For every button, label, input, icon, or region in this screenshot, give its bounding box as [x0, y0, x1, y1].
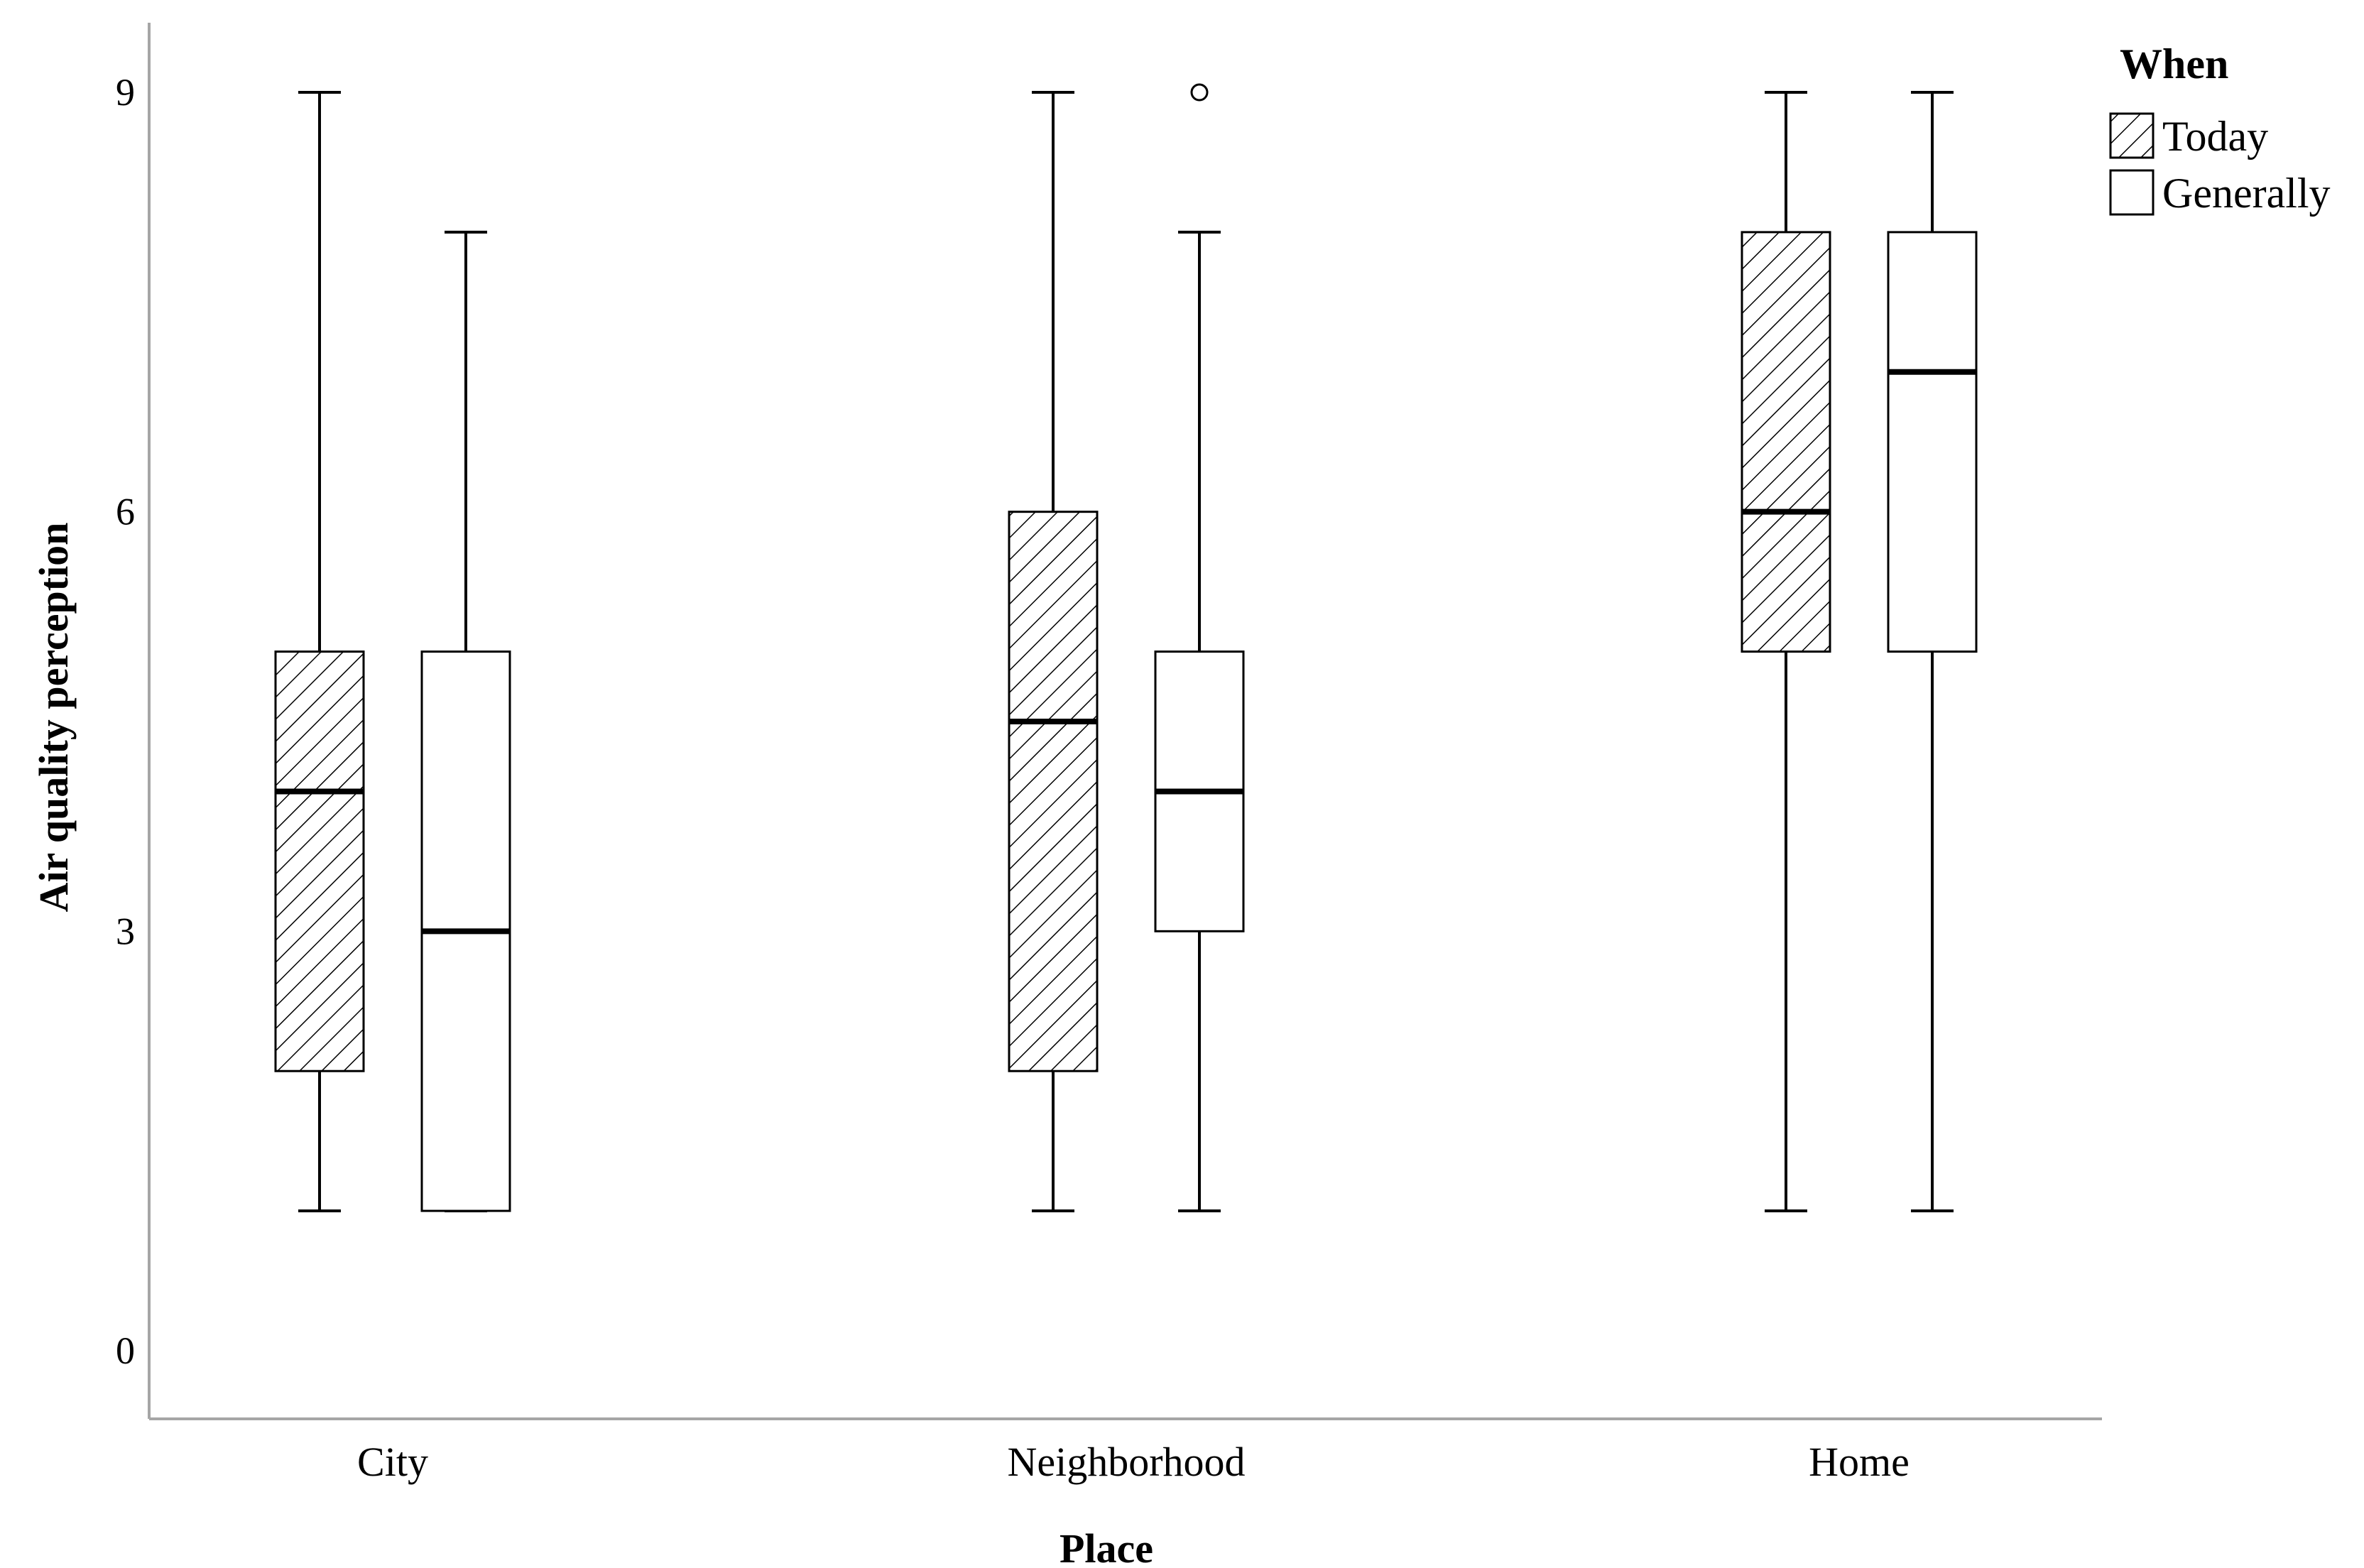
x-axis-title: Place: [1060, 1525, 1153, 1568]
series-generally: [420, 83, 1978, 1213]
legend-label-generally: Generally: [2162, 170, 2331, 217]
box-today-neighborhood: [1008, 511, 1099, 1072]
y-tick-label: 0: [116, 1329, 135, 1372]
box-series: [274, 83, 1978, 1213]
outlier-point: [1190, 83, 1209, 102]
box-today-home: [1741, 231, 1831, 653]
y-tick-label: 6: [116, 491, 135, 533]
box-generally-home: [1887, 231, 1978, 653]
box-today-city: [274, 650, 365, 1072]
legend-swatch-today: [2109, 112, 2155, 159]
x-tick-label: Home: [1809, 1439, 1910, 1485]
legend-title: When: [2120, 40, 2228, 87]
y-tick-labels: 0 3 6 9: [116, 71, 135, 1372]
y-tick-label: 3: [116, 910, 135, 952]
series-today: [274, 91, 1831, 1213]
legend: When Today Generally: [2109, 40, 2331, 217]
x-tick-label: Neighborhood: [1007, 1439, 1245, 1485]
y-axis-title: Air quality perception: [31, 523, 77, 913]
y-tick-label: 9: [116, 71, 135, 114]
x-tick-label: City: [357, 1439, 428, 1485]
x-tick-labels: City Neighborhood Home: [357, 1439, 1910, 1485]
legend-label-today: Today: [2162, 113, 2268, 160]
legend-swatch-generally: [2109, 169, 2155, 216]
